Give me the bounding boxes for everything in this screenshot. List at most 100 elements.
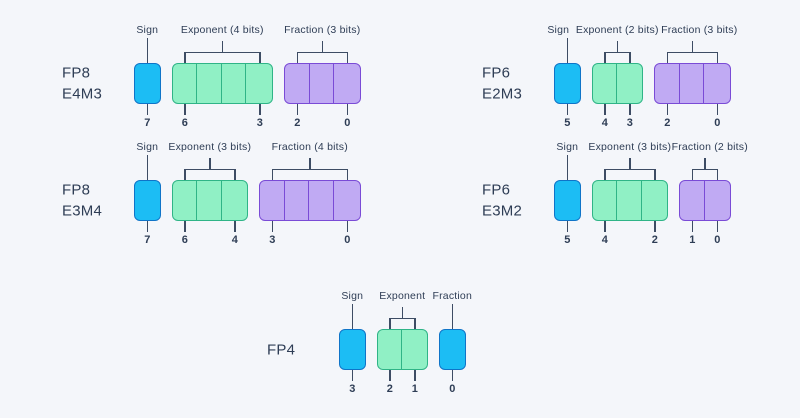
bit-cell xyxy=(245,64,270,103)
bit-index: 7 xyxy=(144,117,151,129)
bit-cell xyxy=(555,181,579,220)
bit-cell xyxy=(703,64,728,103)
bit-index: 3 xyxy=(626,117,633,129)
bit-cell xyxy=(440,330,464,369)
exponent-field-label: Exponent (4 bits) xyxy=(172,24,274,38)
bit-cell xyxy=(378,330,402,369)
sign-connector xyxy=(554,38,581,63)
exponent-field-label: Exponent (3 bits) xyxy=(168,141,251,155)
exponent-ticks xyxy=(592,221,669,232)
exponent-ticks xyxy=(377,370,429,381)
exponent-bit-cells xyxy=(376,329,428,370)
bit-cell xyxy=(616,64,641,103)
tick-line xyxy=(666,104,668,115)
sign-bit-indices: 5 xyxy=(554,234,581,248)
tick-line xyxy=(414,370,416,381)
brace-stub xyxy=(321,41,323,52)
brace-drop-right xyxy=(259,51,261,63)
fraction-ticks xyxy=(654,104,731,115)
exponent-ticks xyxy=(592,104,644,115)
tick-line xyxy=(184,221,186,232)
brace-drop-right xyxy=(346,168,348,180)
brace-drop-right xyxy=(414,317,416,329)
bit-cell xyxy=(308,64,334,103)
exponent-group: Exponent (3 bits) 4 2 xyxy=(588,141,671,248)
bit-groups: Sign 5 Exponent (2 bits) 4 3 Fraction (3 bits… xyxy=(547,24,737,131)
bit-index: 3 xyxy=(269,234,276,246)
bit-index: 7 xyxy=(144,234,151,246)
bit-cell xyxy=(555,64,579,103)
fraction-field-label-text: Fraction (4 bits) xyxy=(271,141,348,153)
format-name-line: FP4 xyxy=(267,340,296,358)
brace-horizontal xyxy=(184,168,236,170)
brace-horizontal xyxy=(604,51,631,53)
sign-field-label: Sign xyxy=(134,24,161,38)
sign-ticks xyxy=(339,370,366,381)
fraction-connector xyxy=(654,38,731,63)
brace-drop-right xyxy=(716,168,718,180)
bit-index: 0 xyxy=(344,117,351,129)
bit-index: 2 xyxy=(294,117,301,129)
bit-cell xyxy=(308,181,333,220)
brace-drop-left xyxy=(666,51,668,63)
bit-cell xyxy=(135,181,159,220)
brace-stub xyxy=(691,41,693,52)
tick-line xyxy=(654,221,656,232)
fraction-connector xyxy=(679,155,731,180)
brace-stub xyxy=(209,158,211,169)
bit-index: 2 xyxy=(386,383,393,395)
connector-line xyxy=(146,155,148,180)
brace-horizontal xyxy=(184,51,261,53)
bit-cell xyxy=(285,64,309,103)
format-name-line: FP8 xyxy=(62,181,91,198)
fraction-ticks xyxy=(259,221,361,232)
bit-cell xyxy=(196,181,221,220)
brace-horizontal xyxy=(389,317,416,319)
tick-line xyxy=(271,221,273,232)
bit-cell xyxy=(173,181,197,220)
tick-line xyxy=(566,104,568,115)
connector-line xyxy=(566,155,568,180)
bit-cell xyxy=(196,64,221,103)
exponent-field-label-text: Exponent (3 bits) xyxy=(168,141,252,153)
format-name-label: FP8 E4M3 xyxy=(62,62,102,105)
fraction-field-label-text: Fraction (2 bits) xyxy=(671,141,748,153)
fraction-ticks xyxy=(284,104,361,115)
brace-horizontal xyxy=(604,168,656,170)
fraction-field-label: Fraction (4 bits) xyxy=(259,141,361,155)
bit-cell xyxy=(640,181,666,220)
tick-line xyxy=(629,104,631,115)
exponent-field-label: Exponent (3 bits) xyxy=(588,141,671,155)
bit-groups: Sign 3 Exponent 2 1 Fraction 0 xyxy=(339,290,472,397)
sign-bit-cells xyxy=(134,63,161,104)
bit-index: 1 xyxy=(689,234,696,246)
sign-field-label: Sign xyxy=(545,24,572,38)
brace-drop-left xyxy=(604,168,606,180)
brace-drop-left xyxy=(271,168,273,180)
exponent-connector xyxy=(172,38,274,63)
format-name-line: E3M2 xyxy=(482,202,522,220)
tick-line xyxy=(389,370,391,381)
bit-index: 6 xyxy=(181,117,188,129)
bit-index: 0 xyxy=(449,383,456,395)
bit-cell xyxy=(173,64,197,103)
bit-cell xyxy=(333,64,358,103)
exponent-bit-cells xyxy=(591,180,668,221)
brace-horizontal xyxy=(691,168,718,170)
exponent-connector xyxy=(377,304,429,329)
tick-line xyxy=(234,221,236,232)
sign-field-label-text: Sign xyxy=(341,290,364,302)
brace-drop-left xyxy=(184,168,186,180)
fraction-connector xyxy=(284,38,361,63)
exponent-connector xyxy=(592,38,644,63)
sign-group: Sign 5 xyxy=(554,141,581,248)
brace-stub xyxy=(309,158,311,169)
sign-field-label: Sign xyxy=(134,141,161,155)
brace-horizontal xyxy=(666,51,718,53)
exponent-bit-cells xyxy=(591,63,643,104)
bit-index: 6 xyxy=(181,234,188,246)
